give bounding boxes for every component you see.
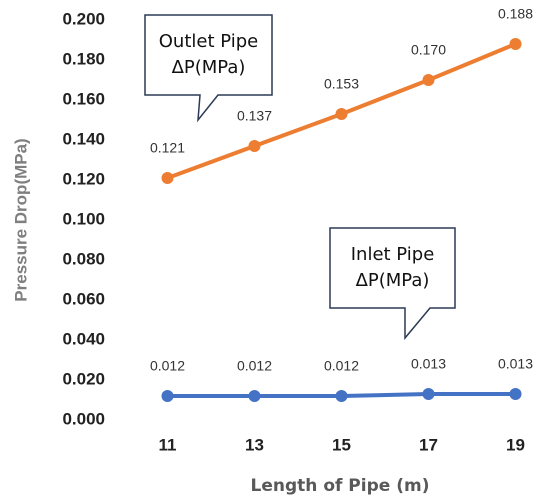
data-point	[248, 140, 261, 152]
x-tick-label: 19	[506, 435, 525, 454]
x-tick-label: 17	[419, 435, 438, 454]
callout-box	[329, 227, 456, 341]
x-tick-label: 11	[159, 435, 177, 454]
y-tick-label: 0.000	[62, 409, 105, 428]
y-tick-label: 0.080	[62, 249, 105, 268]
data-point	[422, 74, 435, 86]
y-tick-label: 0.020	[62, 369, 105, 388]
callout-box	[144, 14, 273, 123]
data-label: 0.121	[150, 140, 185, 156]
legend-entry: Outlet Pipe ΔP(MPa)	[158, 31, 259, 78]
data-label: 0.188	[498, 6, 533, 22]
data-point	[509, 38, 522, 50]
y-tick-label: 0.120	[62, 169, 105, 188]
data-point	[161, 172, 174, 184]
y-tick-label: 0.060	[62, 289, 105, 308]
y-tick-label: 0.180	[62, 49, 105, 68]
data-label: 0.170	[411, 42, 446, 58]
y-tick-label: 0.160	[62, 89, 105, 108]
y-axis-title: Pressure Drop(MPa)	[11, 138, 30, 301]
data-point	[161, 390, 174, 402]
data-label: 0.013	[498, 356, 533, 372]
y-tick-label: 0.200	[62, 9, 105, 28]
data-point	[248, 390, 261, 402]
data-point	[509, 388, 522, 400]
data-point	[335, 390, 348, 402]
data-label: 0.153	[324, 76, 359, 92]
y-tick-label: 0.040	[62, 329, 105, 348]
y-tick-label: 0.100	[62, 209, 105, 228]
data-label: 0.012	[324, 358, 359, 374]
data-label: 0.012	[237, 358, 272, 374]
data-label: 0.012	[150, 358, 185, 374]
y-tick-label: 0.140	[62, 129, 105, 148]
data-point	[422, 388, 435, 400]
data-label: 0.013	[411, 356, 446, 372]
x-tick-label: 15	[332, 435, 351, 454]
data-point	[335, 108, 348, 120]
x-tick-label: 13	[245, 435, 264, 454]
legend-entry: Inlet Pipe ΔP(MPa)	[350, 244, 435, 291]
x-axis-title: Length of Pipe (m)	[251, 476, 430, 496]
data-label: 0.137	[237, 108, 272, 124]
